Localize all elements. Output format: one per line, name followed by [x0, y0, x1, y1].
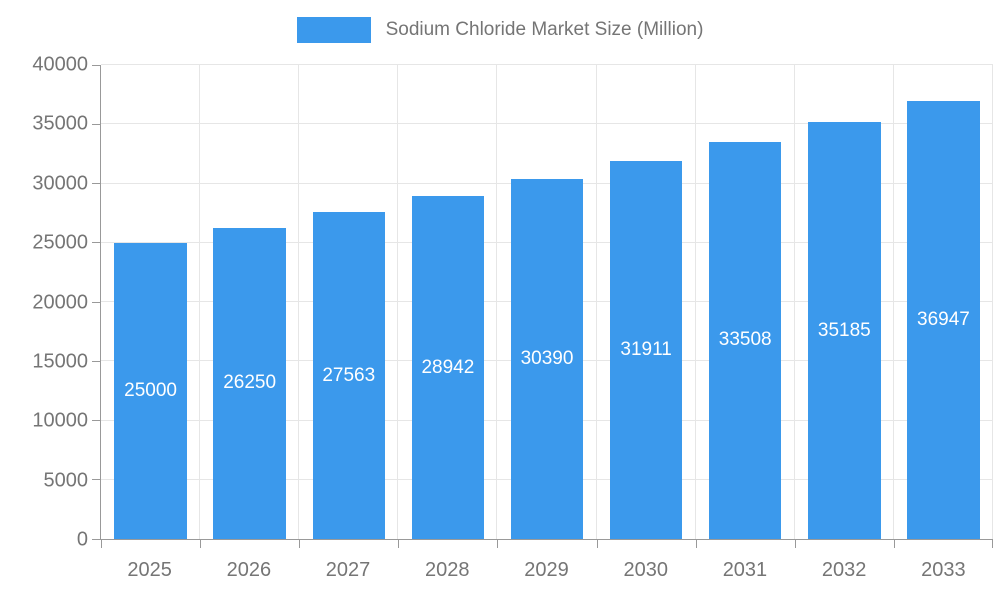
plot-area: 25000 26250 27563 28942 30390 31911 33508 35185…: [92, 64, 993, 548]
bar[interactable]: 31911: [609, 160, 683, 539]
y-tick-label: 15000: [32, 350, 88, 373]
x-axis-tick: [398, 540, 400, 548]
y-tick-label: 10000: [32, 409, 88, 432]
bar[interactable]: 36947: [907, 101, 980, 539]
x-tick-label: 2029: [524, 559, 569, 581]
bar-value-label: 36947: [917, 309, 970, 331]
gridline-vertical: [793, 65, 795, 539]
legend[interactable]: Sodium Chloride Market Size (Million): [0, 17, 1000, 43]
gridline-vertical: [199, 65, 201, 539]
y-axis-tick: [92, 242, 100, 244]
x-tick-label: 2025: [127, 559, 172, 581]
y-tick-label: 5000: [43, 469, 89, 492]
x-tick-label: 2027: [325, 559, 371, 581]
legend-swatch-icon: [296, 17, 371, 43]
x-axis-tick: [497, 540, 499, 548]
y-tick-label: 20000: [32, 291, 88, 313]
y-axis-tick: [92, 479, 100, 481]
y-axis-tick: [92, 360, 100, 362]
bar[interactable]: 26250: [213, 227, 286, 539]
bar[interactable]: 25000: [114, 242, 187, 539]
x-axis-tick: [101, 540, 102, 548]
y-tick-label: 40000: [32, 53, 88, 76]
x-tick-label: 2031: [722, 559, 768, 581]
bar-value-label: 25000: [124, 379, 177, 401]
y-axis-tick: [92, 301, 100, 303]
x-axis-tick: [893, 540, 895, 548]
x-axis: 2025 2026 2027 2028 2029 2030 2031 2032 2033: [100, 553, 993, 593]
x-tick-label: 2030: [623, 559, 668, 581]
bar-value-label: 28942: [421, 356, 475, 378]
bar[interactable]: 28942: [411, 196, 485, 539]
bar[interactable]: 33508: [709, 141, 782, 539]
y-tick-label: 35000: [32, 112, 88, 135]
x-tick-label: 2032: [821, 559, 867, 581]
x-axis-tick: [695, 540, 697, 548]
gridline-vertical: [298, 65, 300, 539]
x-axis-tick: [299, 540, 301, 548]
x-axis-tick: [200, 540, 202, 548]
y-tick-label: 0: [76, 528, 88, 551]
y-axis-tick: [92, 123, 100, 125]
x-tick-label: 2028: [425, 559, 470, 581]
x-axis-tick: [596, 540, 598, 548]
gridline-vertical: [992, 65, 993, 539]
gridline-vertical: [397, 65, 399, 539]
bar-value-label: 35185: [817, 319, 871, 341]
legend-label: Sodium Chloride Market Size (Million): [385, 19, 704, 40]
bar[interactable]: 30390: [510, 178, 584, 539]
bar-value-label: 31911: [620, 338, 672, 360]
x-tick-label: 2026: [226, 559, 272, 581]
bar[interactable]: 27563: [312, 212, 385, 539]
x-axis-tick: [992, 540, 993, 548]
x-tick-label: 2033: [921, 559, 966, 581]
bar[interactable]: 35185: [808, 122, 881, 539]
y-axis: 0 5000 10000 15000 20000 25000 30000 35000 40000: [0, 54, 89, 551]
y-axis-tick: [92, 183, 100, 184]
y-tick-label: 25000: [32, 231, 88, 254]
x-axis-tick: [794, 540, 796, 548]
gridline-vertical: [694, 65, 696, 539]
gridline-vertical: [892, 65, 894, 539]
gridline-horizontal: [101, 64, 993, 65]
bar-value-label: 30390: [520, 347, 574, 369]
y-tick-label: 30000: [32, 172, 88, 195]
gridline-horizontal: [101, 123, 993, 125]
y-axis-tick: [92, 538, 100, 540]
y-axis-tick: [92, 64, 100, 66]
gridline-vertical: [496, 65, 498, 539]
gridline-vertical: [595, 65, 597, 539]
y-axis-tick: [92, 420, 100, 421]
bar-value-label: 27563: [322, 364, 376, 386]
bar-value-label: 33508: [718, 329, 772, 351]
bar-value-label: 26250: [223, 372, 277, 394]
